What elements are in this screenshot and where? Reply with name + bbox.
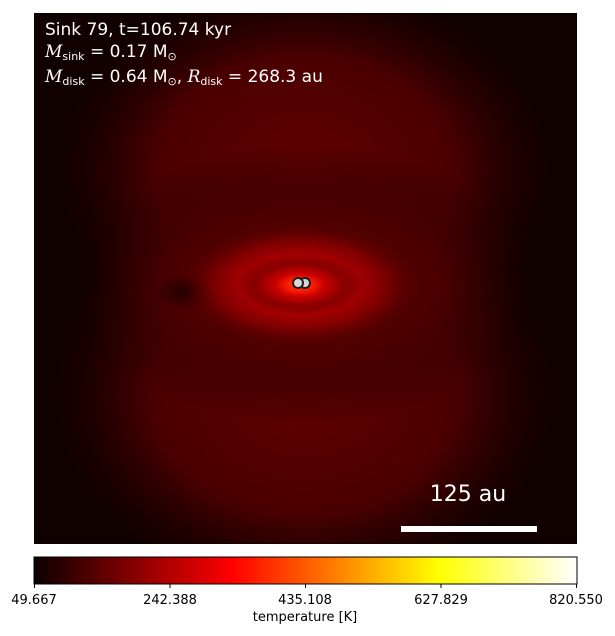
mdisk-sun-symbol: ⊙ — [167, 75, 177, 88]
colorbar-tick-label: 242.388 — [143, 593, 197, 608]
sink-mass-line: Msink = 0.17 M⊙ — [45, 42, 323, 68]
disk-line: Mdisk = 0.64 M⊙, Rdisk = 268.3 au — [45, 67, 323, 93]
rdisk-subscript: disk — [200, 75, 223, 88]
colorbar-ticks — [34, 584, 577, 588]
colorbar-tick-label: 627.829 — [414, 593, 468, 608]
sink-info: Sink 79, t=106.74 kyr Msink = 0.17 M⊙ Md… — [45, 20, 323, 93]
colorbar — [33, 556, 578, 585]
mdisk-subscript: disk — [62, 75, 85, 88]
msink-symbol: M — [45, 41, 63, 62]
colorbar-label: temperature [K] — [252, 610, 358, 625]
colorbar-tick-label: 435.108 — [278, 593, 332, 608]
rdisk-symbol: R — [187, 67, 201, 87]
mdisk-separator: , — [176, 67, 188, 87]
msink-subscript: sink — [62, 49, 85, 63]
scale-bar — [401, 526, 537, 532]
sink-time-line: Sink 79, t=106.74 kyr — [45, 20, 232, 40]
rdisk-value: = 268.3 au — [222, 67, 323, 87]
scale-bar-label: 125 au — [429, 482, 507, 507]
msink-value: = 0.17 M — [84, 41, 168, 62]
msink-sun-symbol: ⊙ — [167, 49, 177, 63]
colorbar-tick-label: 49.667 — [11, 593, 57, 608]
temperature-map — [34, 13, 577, 544]
colorbar-tick-label: 820.550 — [549, 593, 603, 608]
mdisk-value: = 0.64 M — [84, 67, 168, 87]
sink-marker — [292, 277, 304, 289]
mdisk-symbol: M — [45, 67, 63, 87]
